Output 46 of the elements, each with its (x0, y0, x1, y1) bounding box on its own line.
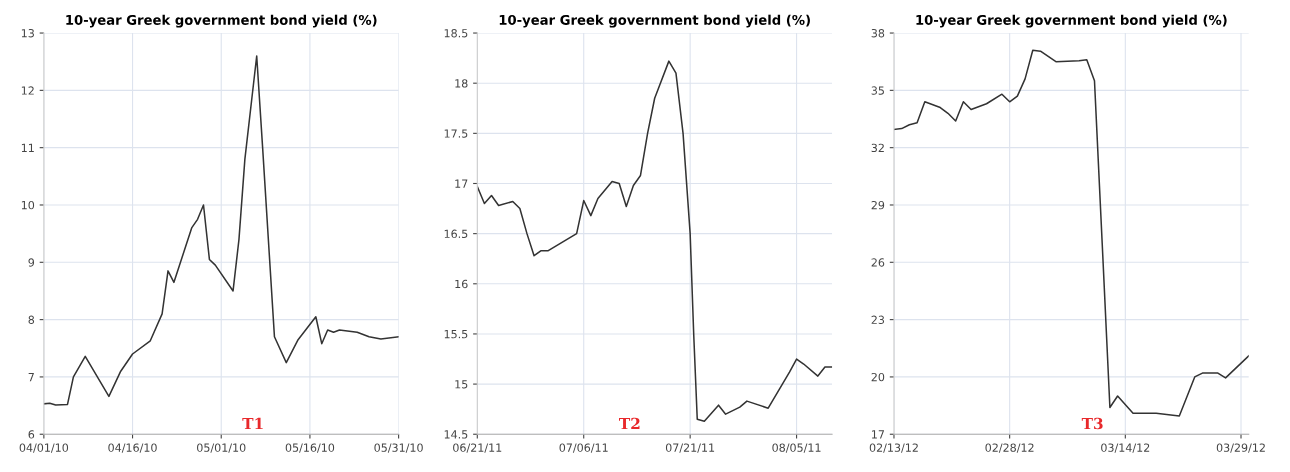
y-tick-label: 6 (28, 430, 35, 439)
x-tick-label: 02/28/12 (985, 443, 1034, 453)
chart-title: 10-year Greek government bond yield (%) (499, 14, 810, 28)
y-tick-label: 11 (21, 143, 34, 152)
annotation: T3 (1081, 417, 1103, 430)
annotation: T1 (242, 417, 263, 430)
y-tick-label: 32 (871, 143, 884, 153)
y-tick-label: 26 (871, 258, 885, 267)
y-tick-label: 14.5 (444, 430, 468, 439)
y-tick-label: 16.5 (444, 229, 468, 239)
y-tick-label: 7 (28, 373, 34, 382)
y-tick-label: 10 (21, 200, 35, 210)
y-tick-label: 38 (871, 29, 885, 38)
annotation: T2 (619, 417, 640, 430)
chart-title: 10-year Greek government bond yield (%) (916, 14, 1227, 28)
y-tick-label: 15.5 (444, 330, 468, 339)
chart-title: 10-year Greek government bond yield (%) (66, 14, 377, 28)
y-tick-label: 18 (455, 79, 468, 88)
x-tick-label: 02/13/12 (869, 443, 918, 453)
y-tick-label: 9 (28, 258, 35, 267)
y-tick-label: 15 (455, 380, 468, 389)
y-tick-label: 29 (871, 200, 885, 210)
y-tick-label: 35 (871, 86, 884, 95)
x-tick-label: 06/21/11 (453, 443, 502, 453)
y-tick-label: 12 (21, 86, 34, 95)
y-tick-label: 17 (872, 430, 884, 439)
x-tick-label: 05/31/10 (374, 443, 423, 453)
y-tick-label: 13 (21, 29, 34, 38)
x-tick-label: 08/05/11 (772, 443, 821, 453)
x-tick-label: 07/21/11 (665, 443, 715, 453)
x-tick-label: 04/01/10 (19, 443, 69, 453)
y-tick-label: 23 (871, 315, 885, 324)
y-tick-label: 18.5 (444, 29, 468, 38)
x-tick-label: 03/14/12 (1101, 443, 1150, 453)
line-series (893, 49, 1249, 417)
y-tick-label: 16 (455, 279, 468, 289)
x-tick-label: 05/01/10 (197, 443, 246, 453)
x-tick-label: 07/06/11 (559, 443, 608, 453)
y-tick-label: 17 (455, 179, 468, 188)
line-series (43, 55, 399, 406)
y-tick-label: 17.5 (444, 129, 468, 138)
x-tick-label: 03/29/12 (1216, 443, 1265, 453)
x-tick-label: 05/16/10 (285, 443, 335, 453)
y-tick-label: 20 (871, 372, 885, 382)
y-tick-label: 8 (28, 315, 35, 324)
x-tick-label: 04/16/10 (108, 443, 157, 453)
